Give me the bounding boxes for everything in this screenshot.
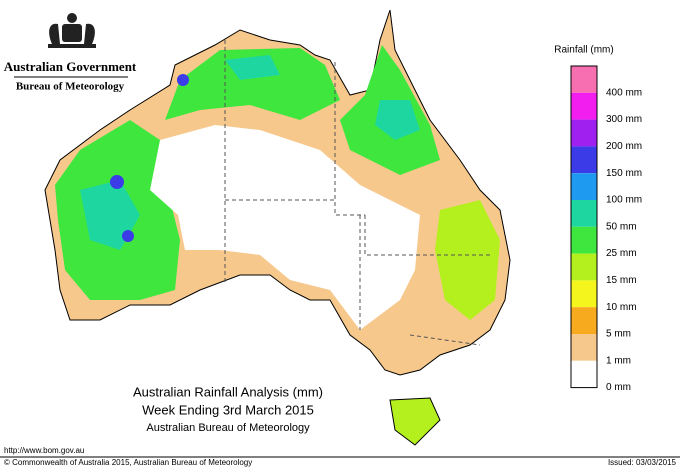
legend-label: 400 mm [606,87,642,98]
government-name: Australian Government [4,59,137,74]
map [44,9,511,446]
legend-swatch [571,226,597,254]
caption-period: Week Ending 3rd March 2015 [142,402,314,417]
blue-patch [122,230,134,242]
legend-label: 300 mm [606,114,642,125]
coat-of-arms [48,13,96,48]
legend-swatch [571,173,597,200]
legend-label: 200 mm [606,141,642,152]
legend-swatch [571,253,597,281]
state-borders [224,40,490,346]
legend-label: 0 mm [606,382,631,393]
legend-label: 15 mm [606,275,637,286]
legend-swatch [571,66,597,93]
footer-issued: Issued: 03/03/2015 [608,458,677,467]
legend-label: 5 mm [606,329,631,340]
legend-swatch [571,280,597,308]
legend-label: 50 mm [606,221,637,232]
legend-swatch [571,200,597,227]
legend-label: 10 mm [606,302,637,313]
blue-patch [177,74,189,86]
legend-frame [570,65,598,389]
green-north [165,48,340,120]
tasmania [389,397,441,446]
legend-swatch [571,119,597,147]
footer-url: http://www.bom.gov.au [4,446,84,455]
legend-label: 1 mm [606,355,631,366]
legend-title: Rainfall (mm) [554,45,613,56]
footer-copyright: © Commonwealth of Australia 2015, Austra… [4,458,252,467]
green-east [435,200,500,320]
legend-label: 25 mm [606,248,637,259]
caption-source: Australian Bureau of Meteorology [146,422,310,434]
legend-swatch [571,307,597,334]
dry-interior [150,125,420,330]
legend-swatch [571,92,597,120]
legend-label: 150 mm [606,168,642,179]
legend: 400 mm 300 mm 200 mm 150 mm 100 mm 50 mm 25 mm… [570,65,642,393]
legend-swatch [571,146,597,174]
legend-swatch [571,360,597,388]
legend-swatch [571,334,597,361]
caption-title: Australian Rainfall Analysis (mm) [133,384,323,399]
legend-label: 100 mm [606,195,642,206]
teal-patches [80,55,420,250]
bureau-name: Bureau of Meteorology [16,81,125,93]
blue-patch [110,175,124,189]
